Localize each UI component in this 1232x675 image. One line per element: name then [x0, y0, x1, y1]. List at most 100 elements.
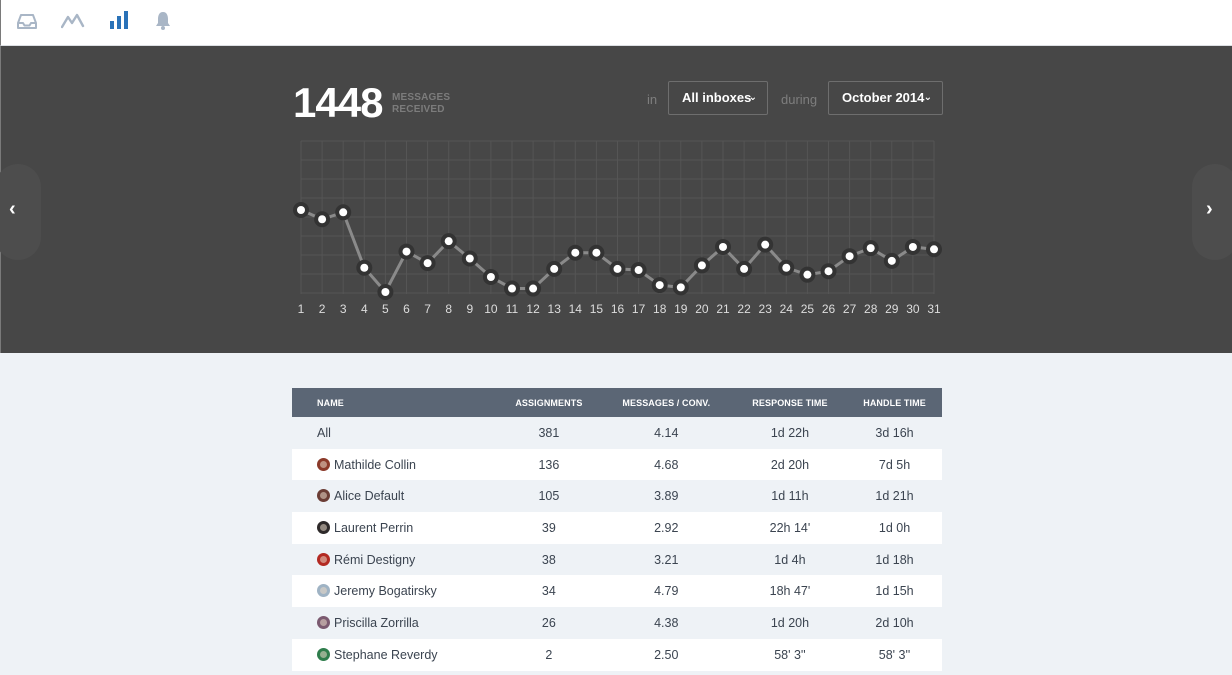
- data-point-halo: [904, 238, 921, 255]
- cell-name: All: [292, 417, 498, 449]
- data-point-halo: [883, 252, 900, 269]
- cell-assignments: 38: [498, 543, 600, 576]
- chevron-right-icon: ›: [1206, 198, 1213, 220]
- data-point: [381, 288, 390, 296]
- x-tick-label: 24: [780, 302, 794, 316]
- cell-messages-per-conv: 4.38: [599, 607, 733, 639]
- data-point: [845, 252, 854, 261]
- agent-name: Mathilde Collin: [334, 457, 416, 472]
- x-tick-label: 25: [801, 302, 815, 316]
- x-tick-label: 6: [403, 302, 410, 316]
- period-select[interactable]: October 2014 ⌄: [828, 81, 943, 115]
- agent-name: Jeremy Bogatirsky: [334, 584, 437, 599]
- data-point: [339, 208, 348, 217]
- cell-handle-time: 2d 10h: [847, 607, 942, 639]
- cell-messages-per-conv: 3.89: [599, 480, 733, 513]
- data-point-halo: [715, 238, 731, 255]
- data-point-halo: [482, 268, 499, 285]
- column-header-response-time[interactable]: RESPONSE TIME: [732, 388, 848, 417]
- table-row[interactable]: Mathilde Collin 136 4.68 2d 20h 7d 5h: [292, 448, 942, 481]
- messages-count-label: MESSAGES RECEIVED: [392, 92, 472, 116]
- cell-name: Laurent Perrin: [292, 512, 498, 544]
- inbox-icon[interactable]: [15, 10, 39, 32]
- cell-response-time: 1d 22h: [732, 417, 848, 449]
- column-header-handle-time[interactable]: HANDLE TIME: [847, 388, 942, 417]
- data-point-halo: [799, 266, 816, 283]
- table-row[interactable]: Priscilla Zorrilla 26 4.38 1d 20h 2d 10h: [292, 607, 942, 639]
- data-point-halo: [841, 248, 858, 265]
- data-point: [529, 284, 538, 293]
- table-row[interactable]: Laurent Perrin 39 2.92 22h 14' 1d 0h: [292, 512, 942, 544]
- table-row[interactable]: Rémi Destigny 38 3.21 1d 4h 1d 18h: [292, 543, 942, 576]
- x-tick-label: 22: [737, 302, 751, 316]
- agent-name: Stephane Reverdy: [334, 647, 438, 662]
- column-header-messages-per-conv[interactable]: MESSAGES / CONV.: [599, 388, 733, 417]
- data-point-halo: [588, 244, 605, 261]
- x-tick-label: 30: [906, 302, 920, 316]
- data-point-halo: [335, 204, 352, 221]
- cell-name: Rémi Destigny: [292, 543, 498, 576]
- data-point-halo: [461, 250, 478, 267]
- data-point-halo: [525, 280, 542, 297]
- cell-response-time: 58' 3'': [732, 638, 848, 671]
- data-point-halo: [356, 259, 373, 276]
- data-point: [550, 264, 559, 273]
- data-point: [740, 264, 749, 273]
- data-point: [486, 272, 495, 281]
- x-tick-label: 14: [569, 302, 583, 316]
- x-tick-label: 15: [590, 302, 604, 316]
- cell-name: Stephane Reverdy: [292, 638, 498, 671]
- x-tick-label: 7: [424, 302, 431, 316]
- data-point: [360, 263, 369, 272]
- data-point-halo: [757, 236, 774, 253]
- assignments-table: NAME ASSIGNMENTS MESSAGES / CONV. RESPON…: [292, 388, 942, 671]
- cell-assignments: 39: [498, 512, 600, 544]
- table-row[interactable]: Stephane Reverdy 2 2.50 58' 3'' 58' 3'': [292, 638, 942, 671]
- data-point-halo: [419, 255, 436, 272]
- column-header-name[interactable]: NAME: [292, 388, 498, 417]
- data-point: [761, 240, 770, 249]
- avatar: [317, 457, 330, 471]
- data-point-halo: [504, 280, 520, 297]
- data-point: [613, 264, 622, 273]
- x-tick-label: 1: [298, 302, 305, 316]
- bell-icon[interactable]: [151, 10, 175, 32]
- next-period-button[interactable]: ›: [1192, 164, 1232, 260]
- inbox-select-value: All inboxes: [682, 90, 752, 105]
- cell-handle-time: 1d 21h: [847, 480, 942, 513]
- cell-assignments: 34: [498, 575, 600, 608]
- x-tick-label: 26: [822, 302, 836, 316]
- table-row[interactable]: Jeremy Bogatirsky 34 4.79 18h 47' 1d 15h: [292, 575, 942, 608]
- data-point-halo: [293, 202, 309, 218]
- data-point-halo: [609, 260, 626, 277]
- data-point-halo: [926, 241, 942, 258]
- data-point: [423, 259, 432, 268]
- data-point: [824, 267, 833, 276]
- bar-chart-icon[interactable]: [107, 10, 131, 32]
- cell-handle-time: 58' 3'': [847, 638, 942, 671]
- avatar: [317, 552, 330, 566]
- data-point: [887, 256, 896, 265]
- stats-panel: 1448 MESSAGES RECEIVED in All inboxes ⌄ …: [0, 46, 1232, 353]
- cell-response-time: 2d 20h: [732, 448, 848, 481]
- data-point: [444, 237, 453, 246]
- column-header-assignments[interactable]: ASSIGNMENTS: [498, 388, 600, 417]
- data-point: [803, 270, 812, 279]
- x-tick-label: 20: [695, 302, 709, 316]
- cell-response-time: 1d 20h: [732, 607, 848, 639]
- cell-handle-time: 3d 16h: [847, 417, 942, 449]
- in-label: in: [647, 92, 658, 107]
- table-row[interactable]: All 381 4.14 1d 22h 3d 16h: [292, 417, 942, 449]
- data-point-halo: [651, 277, 668, 294]
- during-label: during: [781, 92, 818, 107]
- table-row[interactable]: Alice Default 105 3.89 1d 11h 1d 21h: [292, 480, 942, 513]
- activity-icon[interactable]: [61, 10, 85, 32]
- data-point: [719, 242, 727, 251]
- period-select-value: October 2014: [842, 90, 925, 105]
- inbox-select[interactable]: All inboxes ⌄: [668, 81, 768, 115]
- previous-period-button[interactable]: ‹: [0, 164, 41, 260]
- avatar: [317, 647, 330, 661]
- data-point-halo: [567, 244, 584, 261]
- cell-response-time: 22h 14': [732, 512, 848, 544]
- data-point: [297, 206, 305, 214]
